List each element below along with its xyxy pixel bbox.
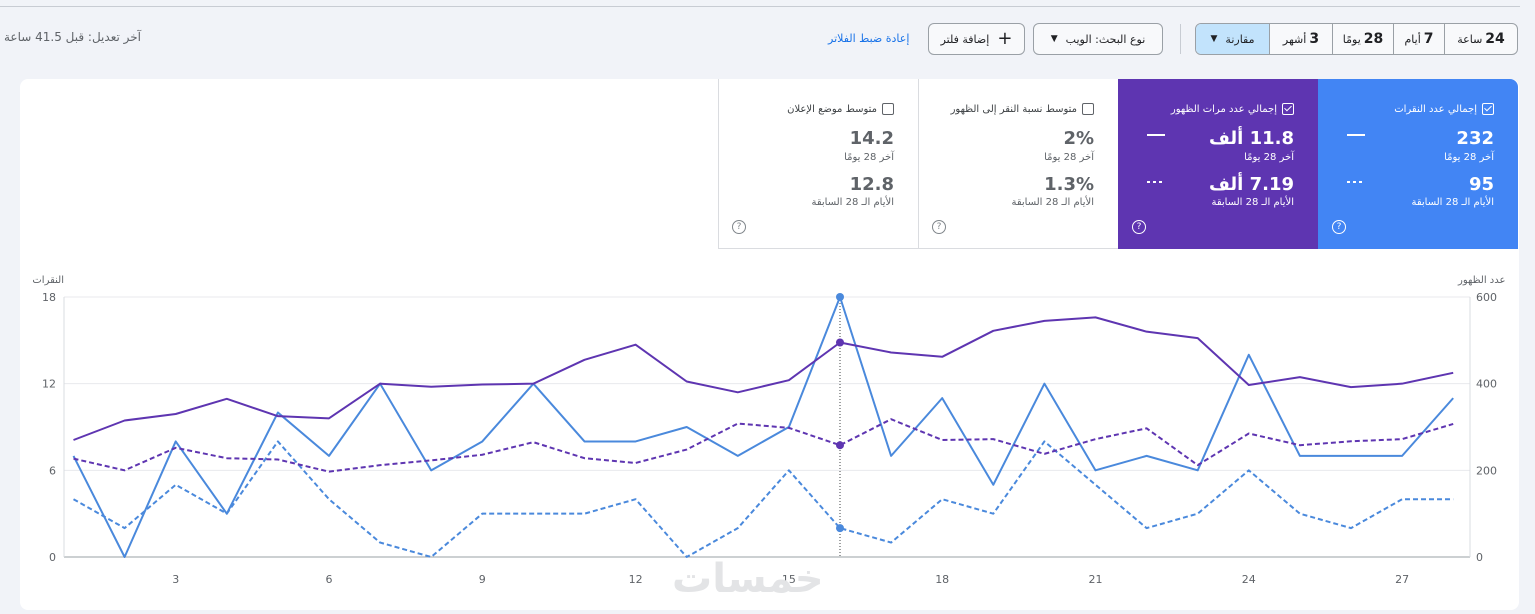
range-unit: أشهر bbox=[1282, 32, 1307, 46]
x-tick-label: 27 bbox=[1395, 573, 1409, 586]
x-tick-label: 24 bbox=[1242, 573, 1256, 586]
checkbox-icon[interactable] bbox=[1282, 103, 1294, 115]
metric-current-label: آخر 28 يومًا bbox=[1244, 152, 1294, 163]
series-line-impressions-current bbox=[73, 316, 1454, 441]
search-type-dropdown[interactable]: نوع البحث: الويب ▼ bbox=[1033, 23, 1163, 55]
checkbox-icon[interactable] bbox=[882, 103, 894, 115]
metric-current-label: آخر 28 يومًا bbox=[1044, 152, 1094, 163]
toolbar-divider bbox=[1180, 24, 1181, 54]
metric-header: متوسط موضع الإعلان bbox=[787, 103, 894, 115]
metric-previous-value: 1.3% bbox=[1044, 174, 1094, 195]
range-number: 3 bbox=[1309, 31, 1320, 47]
metric-current-value: 14.2 bbox=[849, 128, 894, 149]
help-icon[interactable]: ? bbox=[1332, 220, 1346, 234]
metric-current-label: آخر 28 يومًا bbox=[1444, 152, 1494, 163]
hover-point-impressions-previous bbox=[836, 441, 844, 450]
metric-current-label: آخر 28 يومًا bbox=[844, 152, 894, 163]
current-period-legend-icon bbox=[1147, 134, 1165, 136]
metric-header: إجمالي عدد النقرات bbox=[1394, 103, 1494, 115]
series-line-clicks-current bbox=[72, 296, 1454, 558]
x-tick-label: 18 bbox=[935, 573, 949, 586]
series-line-impressions-previous bbox=[73, 418, 1454, 473]
x-tick-label: 12 bbox=[629, 573, 643, 586]
metric-label: متوسط نسبة النقر إلى الظهور bbox=[950, 103, 1077, 115]
series-line-clicks-previous bbox=[73, 440, 1454, 558]
metric-previous-value: 7.19 ألف bbox=[1208, 174, 1294, 195]
checkbox-icon[interactable] bbox=[1082, 103, 1094, 115]
top-divider bbox=[0, 6, 1520, 7]
range-number: 28 bbox=[1363, 31, 1384, 47]
left-tick-label: 6 bbox=[49, 464, 56, 477]
chevron-down-icon: ▼ bbox=[1050, 34, 1058, 44]
hover-point-clicks-current bbox=[836, 293, 844, 301]
previous-period-legend-icon bbox=[1347, 181, 1365, 183]
add-filter-button[interactable]: + إضافة فلتر bbox=[928, 23, 1025, 55]
help-icon[interactable]: ? bbox=[732, 220, 746, 234]
metric-previous-label: الأيام الـ 28 السابقة bbox=[811, 197, 894, 208]
range-28-days[interactable]: 28 يومًا bbox=[1333, 24, 1394, 54]
left-tick-label: 12 bbox=[42, 378, 56, 391]
metric-label: متوسط موضع الإعلان bbox=[787, 103, 877, 115]
x-tick-label: 3 bbox=[172, 573, 179, 586]
metric-header: إجمالي عدد مرات الظهور bbox=[1171, 103, 1294, 115]
range-number: 7 bbox=[1423, 31, 1434, 47]
range-unit: أيام bbox=[1404, 32, 1421, 46]
range-3-months[interactable]: 3 أشهر bbox=[1270, 24, 1333, 54]
right-tick-label: 0 bbox=[1476, 551, 1483, 564]
x-tick-label: 6 bbox=[326, 573, 333, 586]
range-24-hours[interactable]: 24 ساعة bbox=[1445, 24, 1517, 54]
left-tick-label: 0 bbox=[49, 551, 56, 564]
metric-current-value: 2% bbox=[1063, 128, 1094, 149]
checkbox-icon[interactable] bbox=[1482, 103, 1494, 115]
metric-previous-label: الأيام الـ 28 السابقة bbox=[1011, 197, 1094, 208]
metric-values-position: 14.2 آخر 28 يومًا 12.8 الأيام الـ 28 السابق… bbox=[718, 0, 918, 250]
metric-ctr[interactable]: متوسط نسبة النقر إلى الظهور bbox=[918, 79, 1118, 249]
date-range-selector: مقارنة ▼ 3 أشهر 28 يومًا 7 أيام 24 ساعة bbox=[1195, 23, 1518, 55]
metric-values-impressions: 11.8 ألف آخر 28 يومًا 7.19 ألف الأيام الـ 2… bbox=[1118, 0, 1318, 250]
x-tick-label: 21 bbox=[1089, 573, 1103, 586]
metric-position[interactable]: متوسط موضع الإعلان bbox=[718, 79, 918, 249]
reset-filters-link[interactable]: إعادة ضبط الفلاتر bbox=[828, 32, 910, 45]
last-updated-text: آخر تعديل: قبل 41.5 ساعة bbox=[4, 30, 142, 44]
search-type-label: نوع البحث: الويب bbox=[1065, 32, 1146, 46]
help-icon[interactable]: ? bbox=[932, 220, 946, 234]
left-axis-title: النقرات bbox=[32, 275, 64, 286]
plus-icon: + bbox=[997, 28, 1013, 49]
range-unit: يومًا bbox=[1342, 32, 1361, 46]
metric-header: متوسط نسبة النقر إلى الظهور bbox=[951, 103, 1094, 115]
metric-label: إجمالي عدد النقرات bbox=[1394, 103, 1477, 115]
right-tick-label: 400 bbox=[1476, 378, 1497, 391]
metric-current-value: 11.8 ألف bbox=[1208, 128, 1294, 149]
metric-current-value: 232 bbox=[1456, 128, 1494, 149]
metric-clicks[interactable]: إجمالي عدد النقرات bbox=[1318, 79, 1518, 249]
current-period-legend-icon bbox=[1347, 134, 1365, 136]
hover-point-clicks-previous bbox=[836, 524, 844, 533]
metric-values-clicks: 232 آخر 28 يومًا 95 الأيام الـ 28 السابقة? bbox=[1318, 0, 1518, 250]
help-icon[interactable]: ? bbox=[1132, 220, 1146, 234]
metric-previous-label: الأيام الـ 28 السابقة bbox=[1411, 197, 1494, 208]
compare-label: مقارنة bbox=[1225, 32, 1255, 46]
range-number: 24 bbox=[1485, 31, 1505, 47]
range-7-days[interactable]: 7 أيام bbox=[1394, 24, 1445, 54]
metric-previous-value: 12.8 bbox=[849, 174, 894, 195]
hover-point-impressions-current bbox=[836, 338, 844, 347]
metric-label: إجمالي عدد مرات الظهور bbox=[1170, 103, 1277, 115]
right-tick-label: 200 bbox=[1476, 464, 1497, 477]
chevron-down-icon: ▼ bbox=[1210, 34, 1218, 44]
right-tick-label: 600 bbox=[1476, 291, 1497, 304]
previous-period-legend-icon bbox=[1147, 181, 1165, 183]
metric-impressions[interactable]: إجمالي عدد مرات الظهور bbox=[1118, 79, 1318, 249]
x-tick-label: 9 bbox=[479, 573, 486, 586]
compare-button[interactable]: مقارنة ▼ bbox=[1196, 24, 1270, 54]
metric-values-ctr: 2% آخر 28 يومًا 1.3% الأيام الـ 28 السابقة? bbox=[918, 0, 1118, 250]
metric-previous-value: 95 bbox=[1468, 174, 1494, 195]
x-tick-label: 15 bbox=[782, 573, 796, 586]
range-unit: ساعة bbox=[1457, 32, 1483, 46]
left-tick-label: 18 bbox=[42, 291, 56, 304]
add-filter-label: إضافة فلتر bbox=[940, 32, 990, 46]
metric-previous-label: الأيام الـ 28 السابقة bbox=[1211, 197, 1294, 208]
watermark-logo: خمسات bbox=[672, 556, 824, 602]
right-axis-title: عدد الظهور bbox=[1457, 275, 1505, 286]
